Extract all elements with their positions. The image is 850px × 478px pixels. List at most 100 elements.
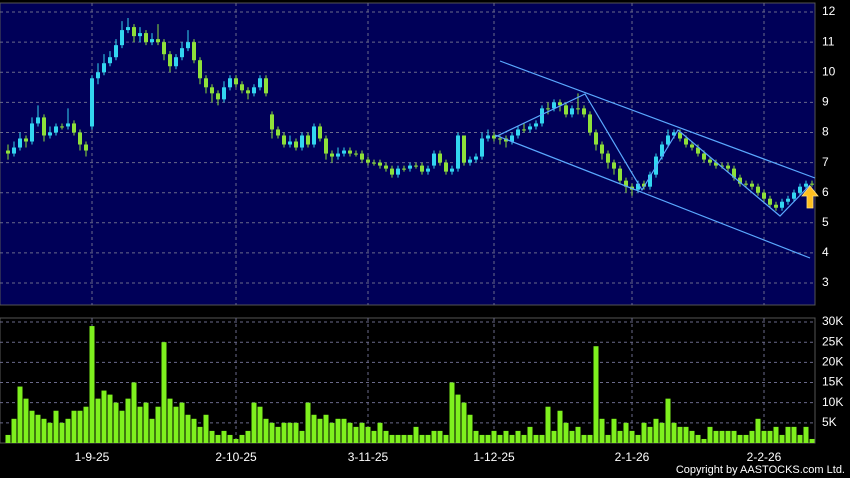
x-tick-label: 2-2-26: [747, 450, 782, 464]
candle-body: [420, 165, 424, 172]
volume-bar: [65, 418, 71, 443]
candle-body: [300, 135, 304, 148]
volume-bar: [227, 434, 233, 443]
candle-body: [210, 87, 214, 94]
volume-bar: [623, 422, 629, 443]
volume-bar: [545, 406, 551, 443]
candle-body: [576, 108, 580, 110]
candle-body: [246, 90, 250, 94]
candle-body: [768, 198, 772, 205]
volume-bar: [383, 430, 389, 443]
grid-layer: [0, 3, 815, 443]
volume-bar: [335, 418, 341, 443]
candle-body: [384, 165, 388, 169]
candle-body: [72, 123, 76, 133]
candle-body: [102, 63, 106, 73]
volume-bar: [305, 402, 311, 443]
candle-body: [108, 57, 112, 64]
volume-bar: [479, 434, 485, 443]
volume-bar: [239, 434, 245, 443]
candle-body: [462, 135, 466, 163]
volume-bar: [749, 430, 755, 443]
volume-bar: [275, 426, 281, 443]
candle-body: [132, 27, 136, 37]
volume-bar: [587, 434, 593, 443]
volume-bar: [407, 434, 413, 443]
volume-bar: [425, 434, 431, 443]
candle-body: [24, 138, 28, 142]
volume-bar: [779, 434, 785, 443]
volume-bar: [341, 418, 347, 443]
candle-body: [666, 135, 670, 145]
candle-body: [450, 168, 454, 172]
volume-bar: [161, 342, 167, 443]
volume-bar: [791, 426, 797, 443]
candle-body: [6, 150, 10, 154]
candle-body: [402, 168, 406, 170]
candle-body: [138, 33, 142, 37]
candle-body: [528, 126, 532, 130]
candle-body: [432, 153, 436, 166]
volume-bar: [503, 430, 509, 443]
volume-bar: [107, 394, 113, 443]
candle-body: [738, 177, 742, 184]
volume-bar: [41, 418, 47, 443]
candle-body: [276, 129, 280, 136]
candle-body: [690, 144, 694, 148]
volume-bar: [191, 418, 197, 443]
candle-body: [792, 192, 796, 199]
candle-body: [552, 102, 556, 109]
candle-body: [312, 126, 316, 145]
volume-bar: [737, 434, 743, 443]
candle-body: [444, 162, 448, 172]
candle-body: [786, 198, 790, 202]
candle-body: [198, 60, 202, 79]
candle-body: [588, 114, 592, 133]
candle-body: [48, 132, 52, 136]
channel-top: [499, 60, 816, 179]
volume-bar: [47, 422, 53, 443]
candle-body: [600, 144, 604, 154]
x-tick-label: 2-1-26: [615, 450, 650, 464]
y-tick-label: 5: [822, 215, 829, 229]
arrow-icon: [801, 185, 819, 209]
candle-body: [594, 132, 598, 145]
volume-bar: [23, 398, 29, 443]
volume-bar: [665, 398, 671, 443]
volume-bar: [347, 422, 353, 443]
x-tick-label: 3-11-25: [348, 450, 389, 464]
volume-bar: [119, 410, 125, 443]
candle-body: [294, 141, 298, 148]
volume-bar: [101, 390, 107, 443]
candle-body: [564, 105, 568, 115]
candle-body: [456, 135, 460, 169]
volume-bar: [131, 382, 137, 443]
candle-body: [504, 138, 508, 142]
volume-bar: [599, 418, 605, 443]
candle-body: [96, 72, 100, 79]
volume-bar: [677, 426, 683, 443]
candle-body: [438, 153, 442, 163]
volume-bar: [53, 410, 59, 443]
candle-body: [252, 87, 256, 94]
volume-bar: [233, 438, 239, 443]
candle-body: [240, 84, 244, 91]
channel-bottom: [494, 134, 811, 259]
volume-bar: [767, 430, 773, 443]
volume-bar: [431, 430, 437, 443]
candle-body: [708, 159, 712, 163]
candle-body: [30, 123, 34, 142]
price-panel: [0, 2, 816, 306]
volume-bar: [563, 422, 569, 443]
candle-body: [762, 192, 766, 199]
candle-body: [342, 150, 346, 154]
candle-body: [186, 42, 190, 49]
candle-body: [696, 147, 700, 154]
volume-bar: [629, 430, 635, 443]
volume-bar: [317, 418, 323, 443]
volume-bar: [635, 434, 641, 443]
volume-bar: [281, 422, 287, 443]
volume-bar: [707, 426, 713, 443]
candle-body: [42, 117, 46, 136]
